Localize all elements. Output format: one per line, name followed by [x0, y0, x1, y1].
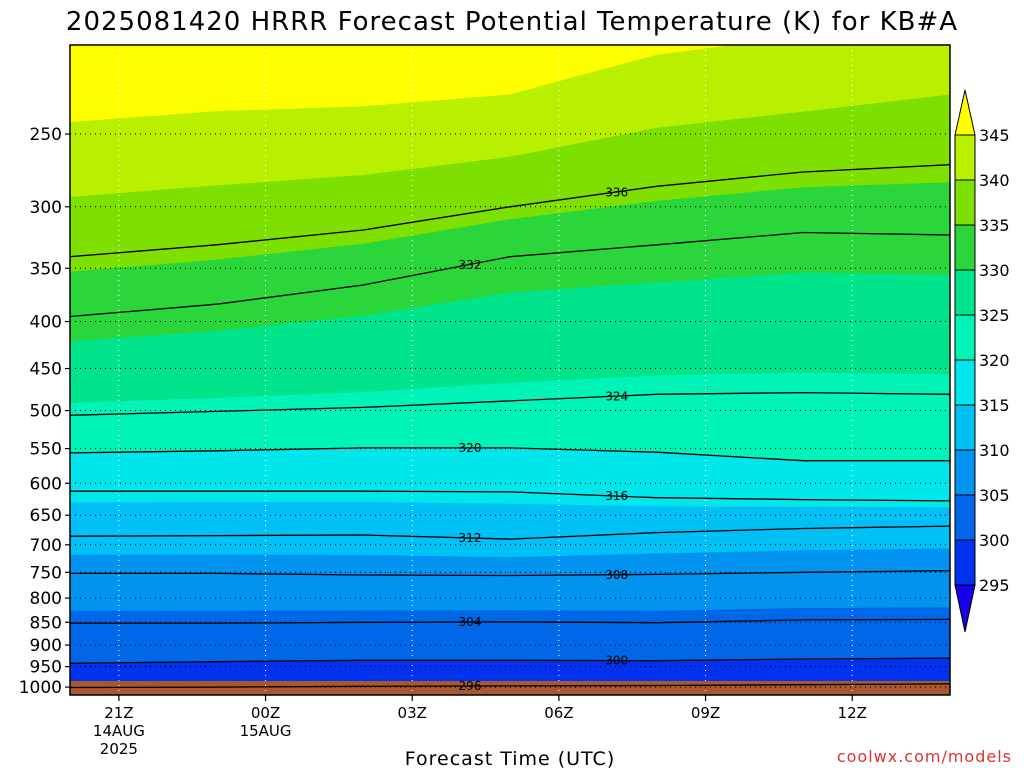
- colorbar-label-320: 320: [979, 351, 1010, 370]
- colorbar-label-325: 325: [979, 306, 1010, 325]
- colorbar-label-300: 300: [979, 531, 1010, 550]
- chart-title: 2025081420 HRRR Forecast Potential Tempe…: [66, 7, 958, 37]
- contour-label-308: 308: [605, 568, 628, 582]
- colorbar-swatch-295: [954, 539, 976, 586]
- colorbar-label-340: 340: [979, 171, 1010, 190]
- colorbar-label-305: 305: [979, 486, 1010, 505]
- colorbar-top-arrow: [954, 89, 976, 136]
- x-tick-label-12Z: 12Z: [838, 704, 867, 722]
- x-tick-label-00Z: 00Z: [251, 704, 280, 722]
- y-tick-label-350: 350: [30, 259, 62, 279]
- band-345: [70, 45, 950, 123]
- contour-label-316: 316: [605, 489, 628, 503]
- colorbar-label-330: 330: [979, 261, 1010, 280]
- y-tick-label-950: 950: [30, 658, 62, 678]
- colorbar-swatch-330: [954, 224, 976, 271]
- colorbar-swatch-335: [954, 179, 976, 226]
- y-tick-label-800: 800: [30, 589, 62, 609]
- potential-temperature-fill: [70, 45, 950, 695]
- colorbar-label-315: 315: [979, 396, 1010, 415]
- x-tick-date: 15AUG: [240, 722, 292, 740]
- contour-316: [70, 490, 950, 502]
- contour-lines: 296 300 304 308 312 316 320 324 332 336: [70, 164, 950, 693]
- colorbar-swatch-300: [954, 494, 976, 541]
- colorbar-label-345: 345: [979, 126, 1010, 145]
- colorbar-bottom-arrow: [954, 584, 976, 633]
- x-tick-label-06Z: 06Z: [544, 704, 573, 722]
- colorbar: 295 300 305 310 315 320 325 330 335 340 345: [954, 89, 1010, 633]
- y-tick-label-850: 850: [30, 613, 62, 633]
- y-tick-label-400: 400: [30, 313, 62, 333]
- x-tick-label-03Z: 03Z: [398, 704, 427, 722]
- contour-304: [70, 618, 950, 624]
- y-tick-label-600: 600: [30, 474, 62, 494]
- contour-label-320: 320: [459, 441, 482, 455]
- ground-strip: [70, 681, 950, 695]
- y-tick-label-450: 450: [30, 360, 62, 380]
- colorbar-label-295: 295: [979, 576, 1010, 595]
- y-tick-label-750: 750: [30, 563, 62, 583]
- contour-label-324: 324: [605, 389, 628, 403]
- contour-296: [70, 683, 950, 689]
- y-axis: 250 300 350 400 450 500 550 600 650 700 750 800 850 9…: [19, 125, 70, 698]
- grid-lines: [70, 45, 950, 695]
- y-tick-label-550: 550: [30, 440, 62, 460]
- colorbar-label-335: 335: [979, 216, 1010, 235]
- contour-312: [70, 525, 950, 540]
- contour-324: [70, 391, 950, 416]
- contour-label-332: 332: [459, 258, 482, 272]
- x-axis-label: Forecast Time (UTC): [405, 748, 615, 768]
- y-tick-label-900: 900: [30, 636, 62, 656]
- contour-label-312: 312: [459, 531, 482, 545]
- x-tick-date: 14AUG: [93, 722, 145, 740]
- y-tick-label-1000: 1000: [19, 678, 62, 698]
- contour-336: [70, 164, 950, 258]
- contour-332: [70, 231, 950, 318]
- colorbar-swatch-320: [954, 314, 976, 361]
- y-tick-label-500: 500: [30, 402, 62, 422]
- contour-label-296: 296: [459, 679, 482, 693]
- colorbar-label-310: 310: [979, 441, 1010, 460]
- contour-300: [70, 657, 950, 664]
- contour-320: [70, 447, 950, 462]
- contour-label-300: 300: [605, 654, 628, 668]
- y-tick-label-300: 300: [30, 198, 62, 218]
- colorbar-swatch-305: [954, 449, 976, 496]
- y-tick-label-650: 650: [30, 506, 62, 526]
- site-credit[interactable]: coolwx.com/models: [837, 747, 1012, 766]
- colorbar-swatch-315: [954, 359, 976, 406]
- x-tick-label-21Z: 21Z: [104, 704, 133, 722]
- contour-label-336: 336: [605, 185, 628, 199]
- x-tick-label-09Z: 09Z: [691, 704, 720, 722]
- y-tick-label-250: 250: [30, 125, 62, 145]
- plot-frame: [69, 44, 951, 696]
- colorbar-swatch-340: [954, 134, 976, 181]
- contour-label-304: 304: [459, 615, 482, 629]
- colorbar-swatch-310: [954, 404, 976, 451]
- contour-308: [70, 570, 950, 577]
- y-tick-label-700: 700: [30, 536, 62, 556]
- x-tick-year: 2025: [100, 740, 138, 758]
- colorbar-swatch-325: [954, 269, 976, 316]
